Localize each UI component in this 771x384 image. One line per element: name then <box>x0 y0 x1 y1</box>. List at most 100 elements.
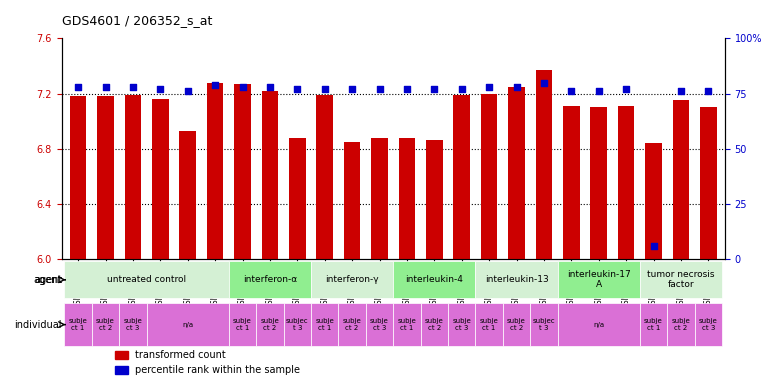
FancyBboxPatch shape <box>365 303 393 346</box>
Bar <box>97 96 114 259</box>
Point <box>237 84 249 90</box>
Text: tumor necrosis
factor: tumor necrosis factor <box>647 270 715 290</box>
Bar <box>591 108 607 259</box>
FancyBboxPatch shape <box>503 303 530 346</box>
FancyBboxPatch shape <box>229 261 311 298</box>
Text: subje
ct 1: subje ct 1 <box>69 318 87 331</box>
Point <box>428 86 440 92</box>
Text: agent: agent <box>35 275 63 285</box>
FancyBboxPatch shape <box>640 303 667 346</box>
Text: subjec
t 3: subjec t 3 <box>533 318 555 331</box>
Bar <box>618 106 635 259</box>
Text: subje
ct 2: subje ct 2 <box>343 318 362 331</box>
Bar <box>70 96 86 259</box>
Point <box>620 86 632 92</box>
Bar <box>261 91 278 259</box>
Bar <box>426 141 443 259</box>
Bar <box>344 142 360 259</box>
Bar <box>372 138 388 259</box>
FancyBboxPatch shape <box>256 303 284 346</box>
Point <box>126 84 139 90</box>
FancyBboxPatch shape <box>92 303 120 346</box>
Text: interleukin-4: interleukin-4 <box>406 275 463 284</box>
Point <box>510 84 523 90</box>
Bar <box>700 108 716 259</box>
Point <box>483 84 495 90</box>
Bar <box>115 366 128 374</box>
FancyBboxPatch shape <box>65 303 92 346</box>
Point <box>675 88 687 94</box>
Text: subje
ct 3: subje ct 3 <box>453 318 471 331</box>
Text: interleukin-17
A: interleukin-17 A <box>567 270 631 290</box>
Text: subje
ct 3: subje ct 3 <box>370 318 389 331</box>
FancyBboxPatch shape <box>448 303 476 346</box>
Bar <box>481 94 497 259</box>
FancyBboxPatch shape <box>311 303 338 346</box>
Text: subje
ct 2: subje ct 2 <box>96 318 115 331</box>
Text: individual: individual <box>15 319 62 329</box>
Point <box>99 84 112 90</box>
Point <box>565 88 577 94</box>
FancyBboxPatch shape <box>146 303 229 346</box>
FancyBboxPatch shape <box>557 261 640 298</box>
Bar <box>316 95 333 259</box>
Text: transformed count: transformed count <box>135 349 225 359</box>
Bar <box>536 70 552 259</box>
Text: percentile rank within the sample: percentile rank within the sample <box>135 365 300 375</box>
Text: interleukin-13: interleukin-13 <box>485 275 548 284</box>
Point <box>346 86 359 92</box>
Bar <box>207 83 224 259</box>
FancyBboxPatch shape <box>229 303 256 346</box>
Text: GDS4601 / 206352_s_at: GDS4601 / 206352_s_at <box>62 14 212 27</box>
Text: subje
ct 1: subje ct 1 <box>398 318 416 331</box>
Point <box>291 86 304 92</box>
Point <box>593 88 605 94</box>
Bar <box>563 106 580 259</box>
Bar <box>672 101 689 259</box>
Text: interferon-α: interferon-α <box>243 275 297 284</box>
Point <box>264 84 276 90</box>
Point <box>702 88 715 94</box>
FancyBboxPatch shape <box>120 303 146 346</box>
Text: subje
ct 1: subje ct 1 <box>480 318 499 331</box>
Bar <box>152 99 169 259</box>
Point <box>72 84 84 90</box>
FancyBboxPatch shape <box>393 261 476 298</box>
Text: subje
ct 1: subje ct 1 <box>233 318 252 331</box>
FancyBboxPatch shape <box>338 303 365 346</box>
FancyBboxPatch shape <box>667 303 695 346</box>
Text: subje
ct 3: subje ct 3 <box>123 318 143 331</box>
Point <box>401 86 413 92</box>
Text: subje
ct 2: subje ct 2 <box>425 318 443 331</box>
Text: subje
ct 2: subje ct 2 <box>672 318 690 331</box>
Point <box>373 86 386 92</box>
Bar <box>115 351 128 359</box>
Text: interferon-γ: interferon-γ <box>325 275 379 284</box>
Point <box>318 86 331 92</box>
Text: subje
ct 1: subje ct 1 <box>644 318 663 331</box>
Text: untreated control: untreated control <box>107 275 186 284</box>
Text: subje
ct 2: subje ct 2 <box>507 318 526 331</box>
FancyBboxPatch shape <box>640 261 722 298</box>
Text: agent: agent <box>34 275 62 285</box>
Point <box>209 82 221 88</box>
Bar <box>289 138 305 259</box>
FancyBboxPatch shape <box>311 261 393 298</box>
Bar <box>645 143 662 259</box>
Point <box>456 86 468 92</box>
Bar <box>453 95 470 259</box>
Point <box>181 88 194 94</box>
FancyBboxPatch shape <box>421 303 448 346</box>
FancyBboxPatch shape <box>476 303 503 346</box>
FancyBboxPatch shape <box>530 303 557 346</box>
Bar <box>125 95 141 259</box>
FancyBboxPatch shape <box>284 303 311 346</box>
FancyBboxPatch shape <box>557 303 640 346</box>
Text: subje
ct 2: subje ct 2 <box>261 318 279 331</box>
FancyBboxPatch shape <box>695 303 722 346</box>
Text: n/a: n/a <box>182 321 194 328</box>
Text: subje
ct 1: subje ct 1 <box>315 318 334 331</box>
Bar <box>508 87 525 259</box>
Bar <box>180 131 196 259</box>
FancyBboxPatch shape <box>393 303 421 346</box>
